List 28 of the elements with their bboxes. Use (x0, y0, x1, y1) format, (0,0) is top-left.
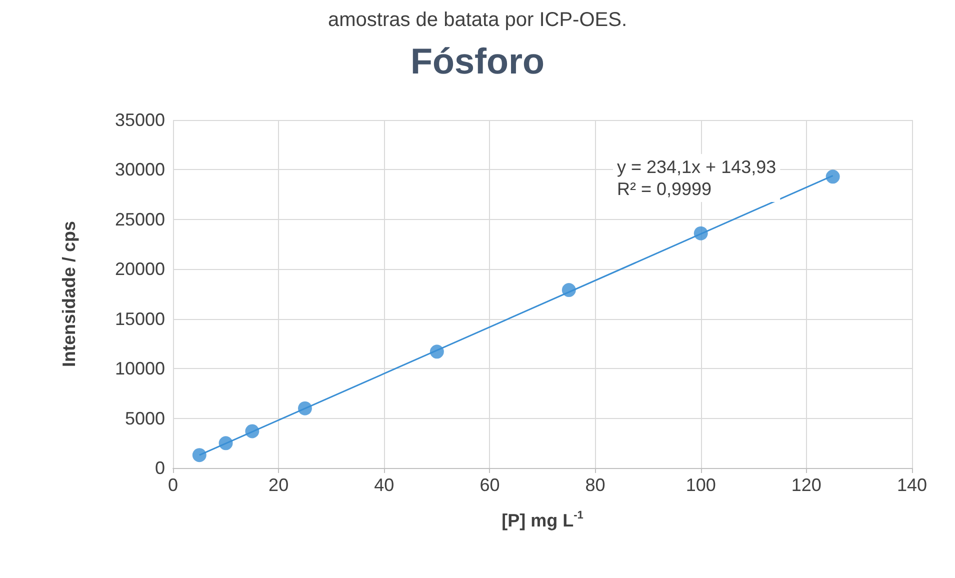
y-tick-label: 0 (154, 458, 165, 478)
point (694, 226, 708, 240)
chart-title: Fósforo (410, 40, 544, 82)
y-tick-label: 10000 (114, 358, 165, 379)
y-axis-title: Intensidade / cps (59, 220, 79, 368)
point (218, 436, 233, 450)
x-tick-label: 60 (480, 475, 500, 495)
point (298, 401, 312, 416)
x-tick-label: 100 (686, 475, 716, 495)
annotation: y = 234,1x + 143,93 R² = 0,9999 (617, 157, 776, 199)
point (245, 424, 260, 438)
y-tick-label: 15000 (114, 308, 165, 329)
point (430, 344, 444, 359)
y-tick-label: 30000 (114, 160, 165, 180)
text: amostras de batata por ICP-OES. (328, 9, 628, 31)
point (826, 170, 840, 184)
x-tick-label: 20 (268, 475, 289, 495)
x-tick-label: 140 (896, 475, 928, 495)
x-tick-label: 0 (168, 475, 178, 495)
point (562, 283, 576, 298)
y-tick-label: 5000 (124, 408, 165, 428)
x-tick-label: 40 (374, 475, 394, 495)
point (192, 448, 206, 462)
y-tick-label: 25000 (114, 209, 165, 230)
x-tick-label: 80 (585, 475, 606, 495)
y-tick-label: 35000 (114, 110, 165, 130)
x-tick-label: 120 (791, 475, 822, 495)
y-tick-label: 20000 (114, 259, 165, 280)
